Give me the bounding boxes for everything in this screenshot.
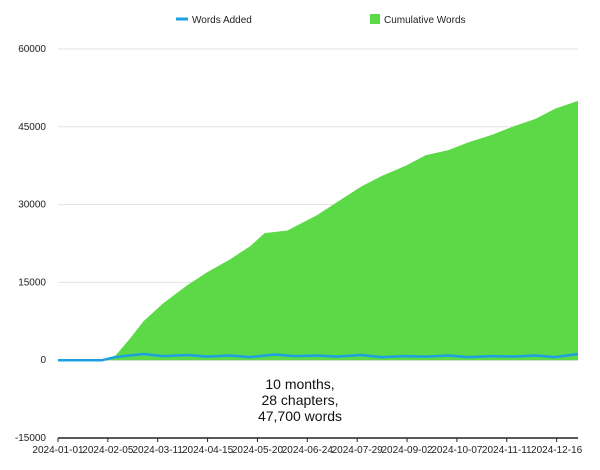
legend-label-cumulative-words: Cumulative Words — [384, 15, 466, 26]
words-added-line — [58, 352, 579, 362]
x-tick-label: 2024-01-01 — [32, 445, 84, 456]
annotation-line-3: 47,700 words — [258, 408, 342, 424]
y-axis-ticks: 60000 45000 30000 15000 0 -15000 — [15, 44, 47, 444]
x-tick-label: 2024-03-11 — [133, 445, 184, 456]
x-tick-label: 2024-10-07 — [431, 445, 483, 456]
x-tick-label: 2024-02-05 — [82, 445, 134, 456]
y-tick-label: 60000 — [18, 44, 46, 55]
x-tick-label: 2024-07-29 — [332, 445, 384, 456]
y-tick-label: -15000 — [15, 433, 47, 444]
legend-swatch-cumulative-words — [370, 14, 380, 24]
x-tick-label: 2024-05-20 — [232, 445, 284, 456]
legend: Words Added Cumulative Words — [176, 14, 466, 26]
x-tick-label: 2024-12-16 — [531, 445, 583, 456]
plot-area — [58, 100, 579, 362]
annotation-line-1: 10 months, — [265, 376, 334, 392]
annotation: 10 months, 28 chapters, 47,700 words — [258, 376, 342, 424]
x-tick-label: 2024-09-02 — [381, 445, 433, 456]
x-tick-label: 2024-04-15 — [182, 445, 234, 456]
y-tick-label: 45000 — [18, 122, 46, 133]
x-tick-label: 2024-06-24 — [282, 445, 334, 456]
y-tick-label: 30000 — [18, 200, 46, 211]
annotation-line-2: 28 chapters, — [261, 392, 338, 408]
y-tick-label: 0 — [40, 355, 46, 366]
cumulative-words-area — [58, 100, 578, 361]
x-tick-label: 2024-11-11 — [482, 445, 532, 456]
y-tick-label: 15000 — [18, 277, 46, 288]
legend-label-words-added: Words Added — [192, 15, 252, 26]
